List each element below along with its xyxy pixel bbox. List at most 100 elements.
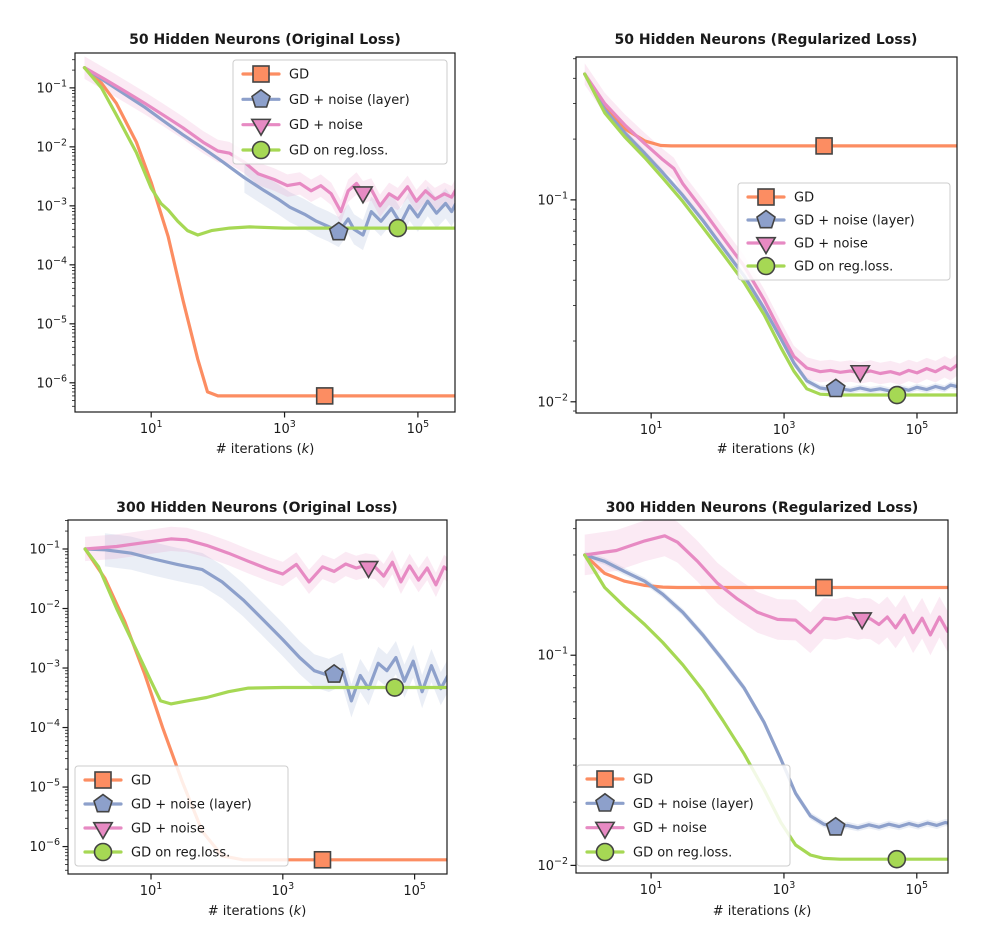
pink-series-line bbox=[583, 72, 957, 376]
chart-title: 300 Hidden Neurons (Regularized Loss) bbox=[606, 500, 919, 516]
blue-pentagon-marker bbox=[825, 378, 846, 398]
chart-title: 50 Hidden Neurons (Original Loss) bbox=[129, 32, 401, 48]
y-axis-ticks: 10−1 10−2 bbox=[537, 58, 576, 412]
legend-label: GD + noise (layer) bbox=[131, 798, 252, 813]
legend-label: GD + noise (layer) bbox=[794, 214, 915, 229]
x-tick-label: 101 bbox=[140, 881, 163, 899]
confidence-bands bbox=[85, 526, 447, 718]
legend-box bbox=[737, 182, 951, 281]
legend-pentagon-marker bbox=[756, 209, 776, 229]
x-axis-label: # iterations (k) bbox=[713, 904, 812, 919]
chart-title: 300 Hidden Neurons (Original Loss) bbox=[116, 500, 397, 516]
y-axis-ticks: 10−1 10−2 10−3 10−4 10−5 10−6 bbox=[29, 520, 68, 871]
y-tick-label: 10−6 bbox=[36, 373, 67, 391]
blue-series-line bbox=[83, 547, 447, 703]
legend-box bbox=[232, 59, 448, 165]
pink-series-line bbox=[82, 66, 455, 214]
y-tick-label: 10−2 bbox=[537, 856, 568, 874]
plot-area: 101 103 105 10−1 10−2 10−3 10−4 10−5 10−6 GD GD + … bbox=[29, 519, 448, 899]
legend-circle-marker bbox=[93, 842, 113, 862]
legend-entry-blue: GD + noise (layer) bbox=[83, 793, 252, 813]
x-tick-label: 105 bbox=[905, 880, 928, 898]
y-tick-label: 10−5 bbox=[36, 314, 67, 332]
x-axis-ticks: 101 103 105 bbox=[140, 412, 429, 437]
pink-series-line bbox=[83, 537, 447, 587]
orange-series-line bbox=[82, 66, 455, 398]
x-axis-ticks: 101 103 105 bbox=[640, 873, 928, 898]
pink-confidence-band bbox=[84, 56, 455, 223]
y-tick-label: 10−1 bbox=[36, 78, 67, 96]
legend-label: GD + noise (layer) bbox=[633, 797, 754, 812]
legend-entry-orange: GD bbox=[241, 65, 309, 83]
legend: GD GD + noise (layer) GD + noise GD on reg.… bbox=[74, 765, 289, 867]
pink-triangle-down-marker bbox=[849, 364, 871, 384]
legend-circle-marker bbox=[756, 256, 776, 276]
legend-label: GD + noise bbox=[131, 822, 205, 837]
legend-entry-green: GD on reg.loss. bbox=[585, 842, 732, 862]
legend-label: GD + noise bbox=[289, 118, 363, 133]
pink-confidence-band bbox=[85, 526, 447, 597]
x-tick-label: 101 bbox=[640, 420, 663, 438]
legend-entry-blue: GD + noise (layer) bbox=[241, 88, 410, 108]
y-axis-ticks: 10−1 10−2 bbox=[537, 528, 576, 874]
blue-pentagon-marker bbox=[328, 221, 349, 241]
legend-entry-pink: GD + noise bbox=[241, 118, 363, 137]
chart-svg-50-original: 101 103 105 10−1 10−2 10−3 10−4 10−5 10−6 GD GD + … bbox=[36, 32, 456, 457]
legend-entry-blue: GD + noise (layer) bbox=[585, 792, 754, 812]
legend-entry-pink: GD + noise bbox=[83, 822, 205, 841]
x-axis-label: # iterations (k) bbox=[208, 904, 307, 919]
legend-entry-pink: GD + noise bbox=[746, 237, 868, 256]
x-tick-label: 103 bbox=[773, 880, 796, 898]
legend-entry-orange: GD bbox=[585, 770, 653, 788]
subplot-50-regularized-loss: 101 103 105 10−1 10−2 GD GD + noise (layer) GD … bbox=[494, 0, 988, 473]
legend-label: GD bbox=[794, 191, 814, 206]
legend-box bbox=[74, 765, 289, 867]
green-circle-marker bbox=[385, 678, 405, 697]
legend-circle-marker bbox=[595, 842, 615, 862]
x-tick-label: 101 bbox=[640, 880, 663, 898]
chart-title: 50 Hidden Neurons (Regularized Loss) bbox=[615, 32, 918, 48]
series-markers bbox=[815, 137, 907, 405]
legend-entry-orange: GD bbox=[83, 771, 151, 789]
legend-pentagon-marker bbox=[251, 88, 271, 108]
legend-label: GD bbox=[131, 774, 151, 789]
axes-spines bbox=[575, 56, 958, 414]
y-tick-label: 10−1 bbox=[537, 646, 568, 664]
x-tick-label: 103 bbox=[773, 420, 796, 438]
legend: GD GD + noise (layer) GD + noise GD on reg.… bbox=[737, 182, 951, 281]
pink-series-line bbox=[583, 534, 948, 637]
y-tick-label: 10−5 bbox=[29, 778, 60, 796]
pink-triangle-down-marker bbox=[357, 560, 380, 579]
legend-entry-orange: GD bbox=[746, 188, 814, 206]
x-tick-label: 105 bbox=[407, 419, 430, 437]
legend-label: GD on reg.loss. bbox=[289, 144, 388, 159]
x-axis-ticks: 101 103 105 bbox=[640, 413, 928, 438]
legend-label: GD on reg.loss. bbox=[131, 846, 230, 861]
axes-spines bbox=[575, 519, 949, 874]
x-tick-label: 103 bbox=[273, 419, 296, 437]
chart-svg-300-original: 101 103 105 10−1 10−2 10−3 10−4 10−5 10−6 GD GD + … bbox=[29, 500, 448, 919]
pink-triangle-down-marker bbox=[352, 186, 374, 205]
green-circle-marker bbox=[887, 849, 907, 869]
legend-label: GD + noise (layer) bbox=[289, 93, 410, 108]
series-markers bbox=[815, 578, 907, 869]
legend-circle-marker bbox=[251, 140, 271, 160]
legend: GD GD + noise (layer) GD + noise GD on reg.… bbox=[232, 59, 448, 165]
orange-square-marker bbox=[313, 850, 332, 869]
green-series-line bbox=[83, 547, 447, 706]
subplot-300-regularized-loss: 101 103 105 10−1 10−2 GD GD + noise (layer) GD … bbox=[494, 473, 988, 946]
y-axis-ticks: 10−1 10−2 10−3 10−4 10−5 10−6 bbox=[36, 59, 75, 407]
legend-entry-green: GD on reg.loss. bbox=[746, 256, 893, 276]
x-tick-label: 105 bbox=[906, 420, 929, 438]
orange-square-marker bbox=[815, 578, 833, 597]
series-markers bbox=[313, 560, 405, 869]
legend-label: GD + noise bbox=[633, 821, 707, 836]
y-tick-label: 10−4 bbox=[36, 255, 67, 273]
x-axis-label: # iterations (k) bbox=[717, 442, 816, 457]
legend: GD GD + noise (layer) GD + noise GD on reg.… bbox=[576, 764, 791, 867]
legend-label: GD + noise bbox=[794, 237, 868, 252]
y-tick-label: 10−1 bbox=[29, 539, 60, 557]
